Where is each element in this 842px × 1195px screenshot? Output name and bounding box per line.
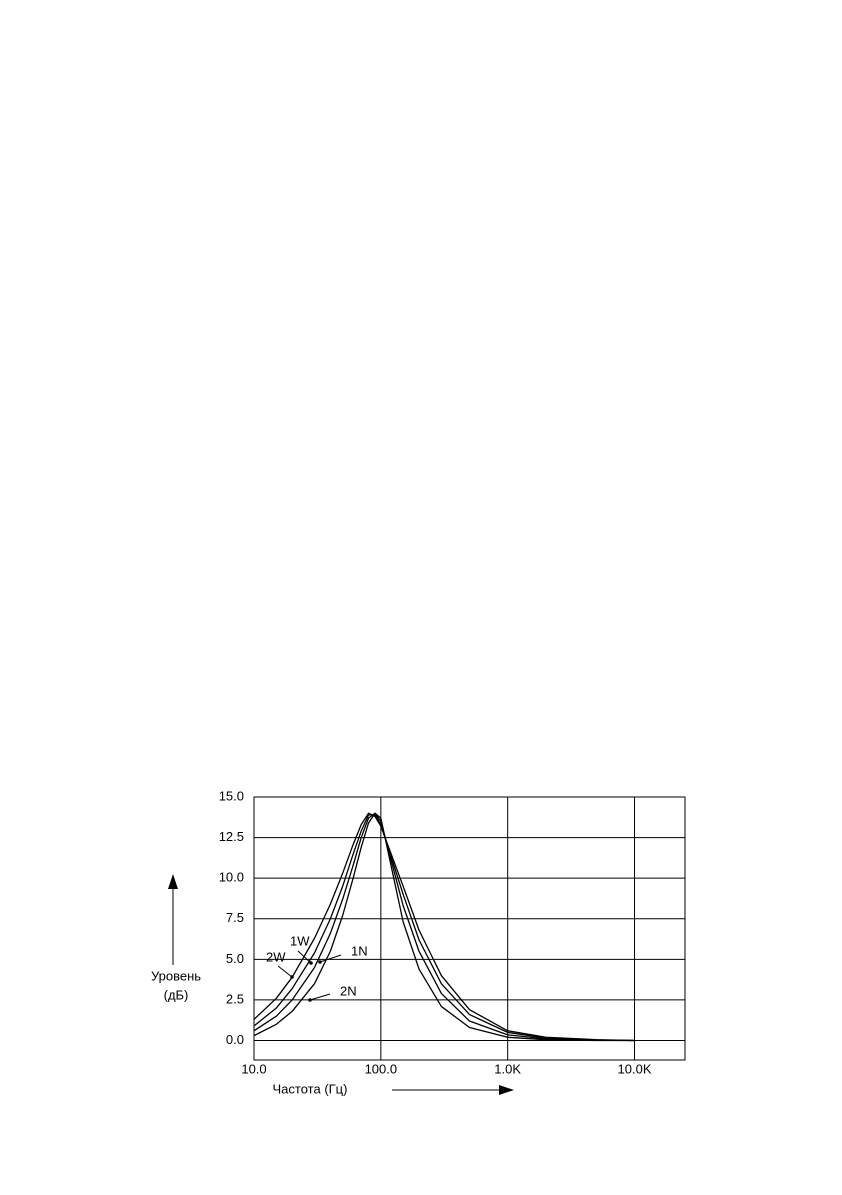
- y-tick-label: 10.0: [219, 870, 244, 885]
- label-pointer: [277, 965, 293, 978]
- y-tick-label: 0.0: [226, 1032, 244, 1047]
- plot-border: [253, 796, 686, 1061]
- series-line: [253, 814, 635, 1042]
- y-tick-label: 15.0: [219, 788, 244, 803]
- y-tick-label: 7.5: [226, 910, 244, 925]
- x-tick-label: 100.0: [365, 1061, 398, 1076]
- x-tick-label: 1.0K: [494, 1061, 521, 1076]
- series-label: 1N: [351, 943, 368, 958]
- y-tick-label: 5.0: [226, 951, 244, 966]
- label-pointer: [297, 950, 312, 964]
- series-line: [253, 812, 635, 1042]
- x-arrow-head: [499, 1085, 514, 1095]
- label-pointer: [309, 993, 331, 1001]
- y-arrow-head: [168, 874, 178, 889]
- y-tick-label: 12.5: [219, 829, 244, 844]
- label-pointer-dot: [308, 998, 312, 1002]
- series-label: 1W: [290, 933, 310, 948]
- series-line: [253, 812, 635, 1042]
- series-label: 2N: [340, 983, 357, 998]
- x-axis-label: Частота (Гц): [273, 1081, 348, 1096]
- label-pointer-dot: [318, 960, 322, 964]
- y-tick-label: 2.5: [226, 991, 244, 1006]
- x-tick-label: 10.0K: [618, 1061, 652, 1076]
- y-axis-label: (дБ): [164, 987, 189, 1002]
- series-label: 2W: [266, 949, 286, 964]
- series-line: [253, 812, 635, 1042]
- y-axis-label: Уровень: [151, 968, 201, 983]
- label-pointer-dot: [290, 975, 294, 979]
- x-tick-label: 10.0: [241, 1061, 266, 1076]
- label-pointer: [319, 954, 342, 963]
- label-pointer-dot: [309, 961, 313, 965]
